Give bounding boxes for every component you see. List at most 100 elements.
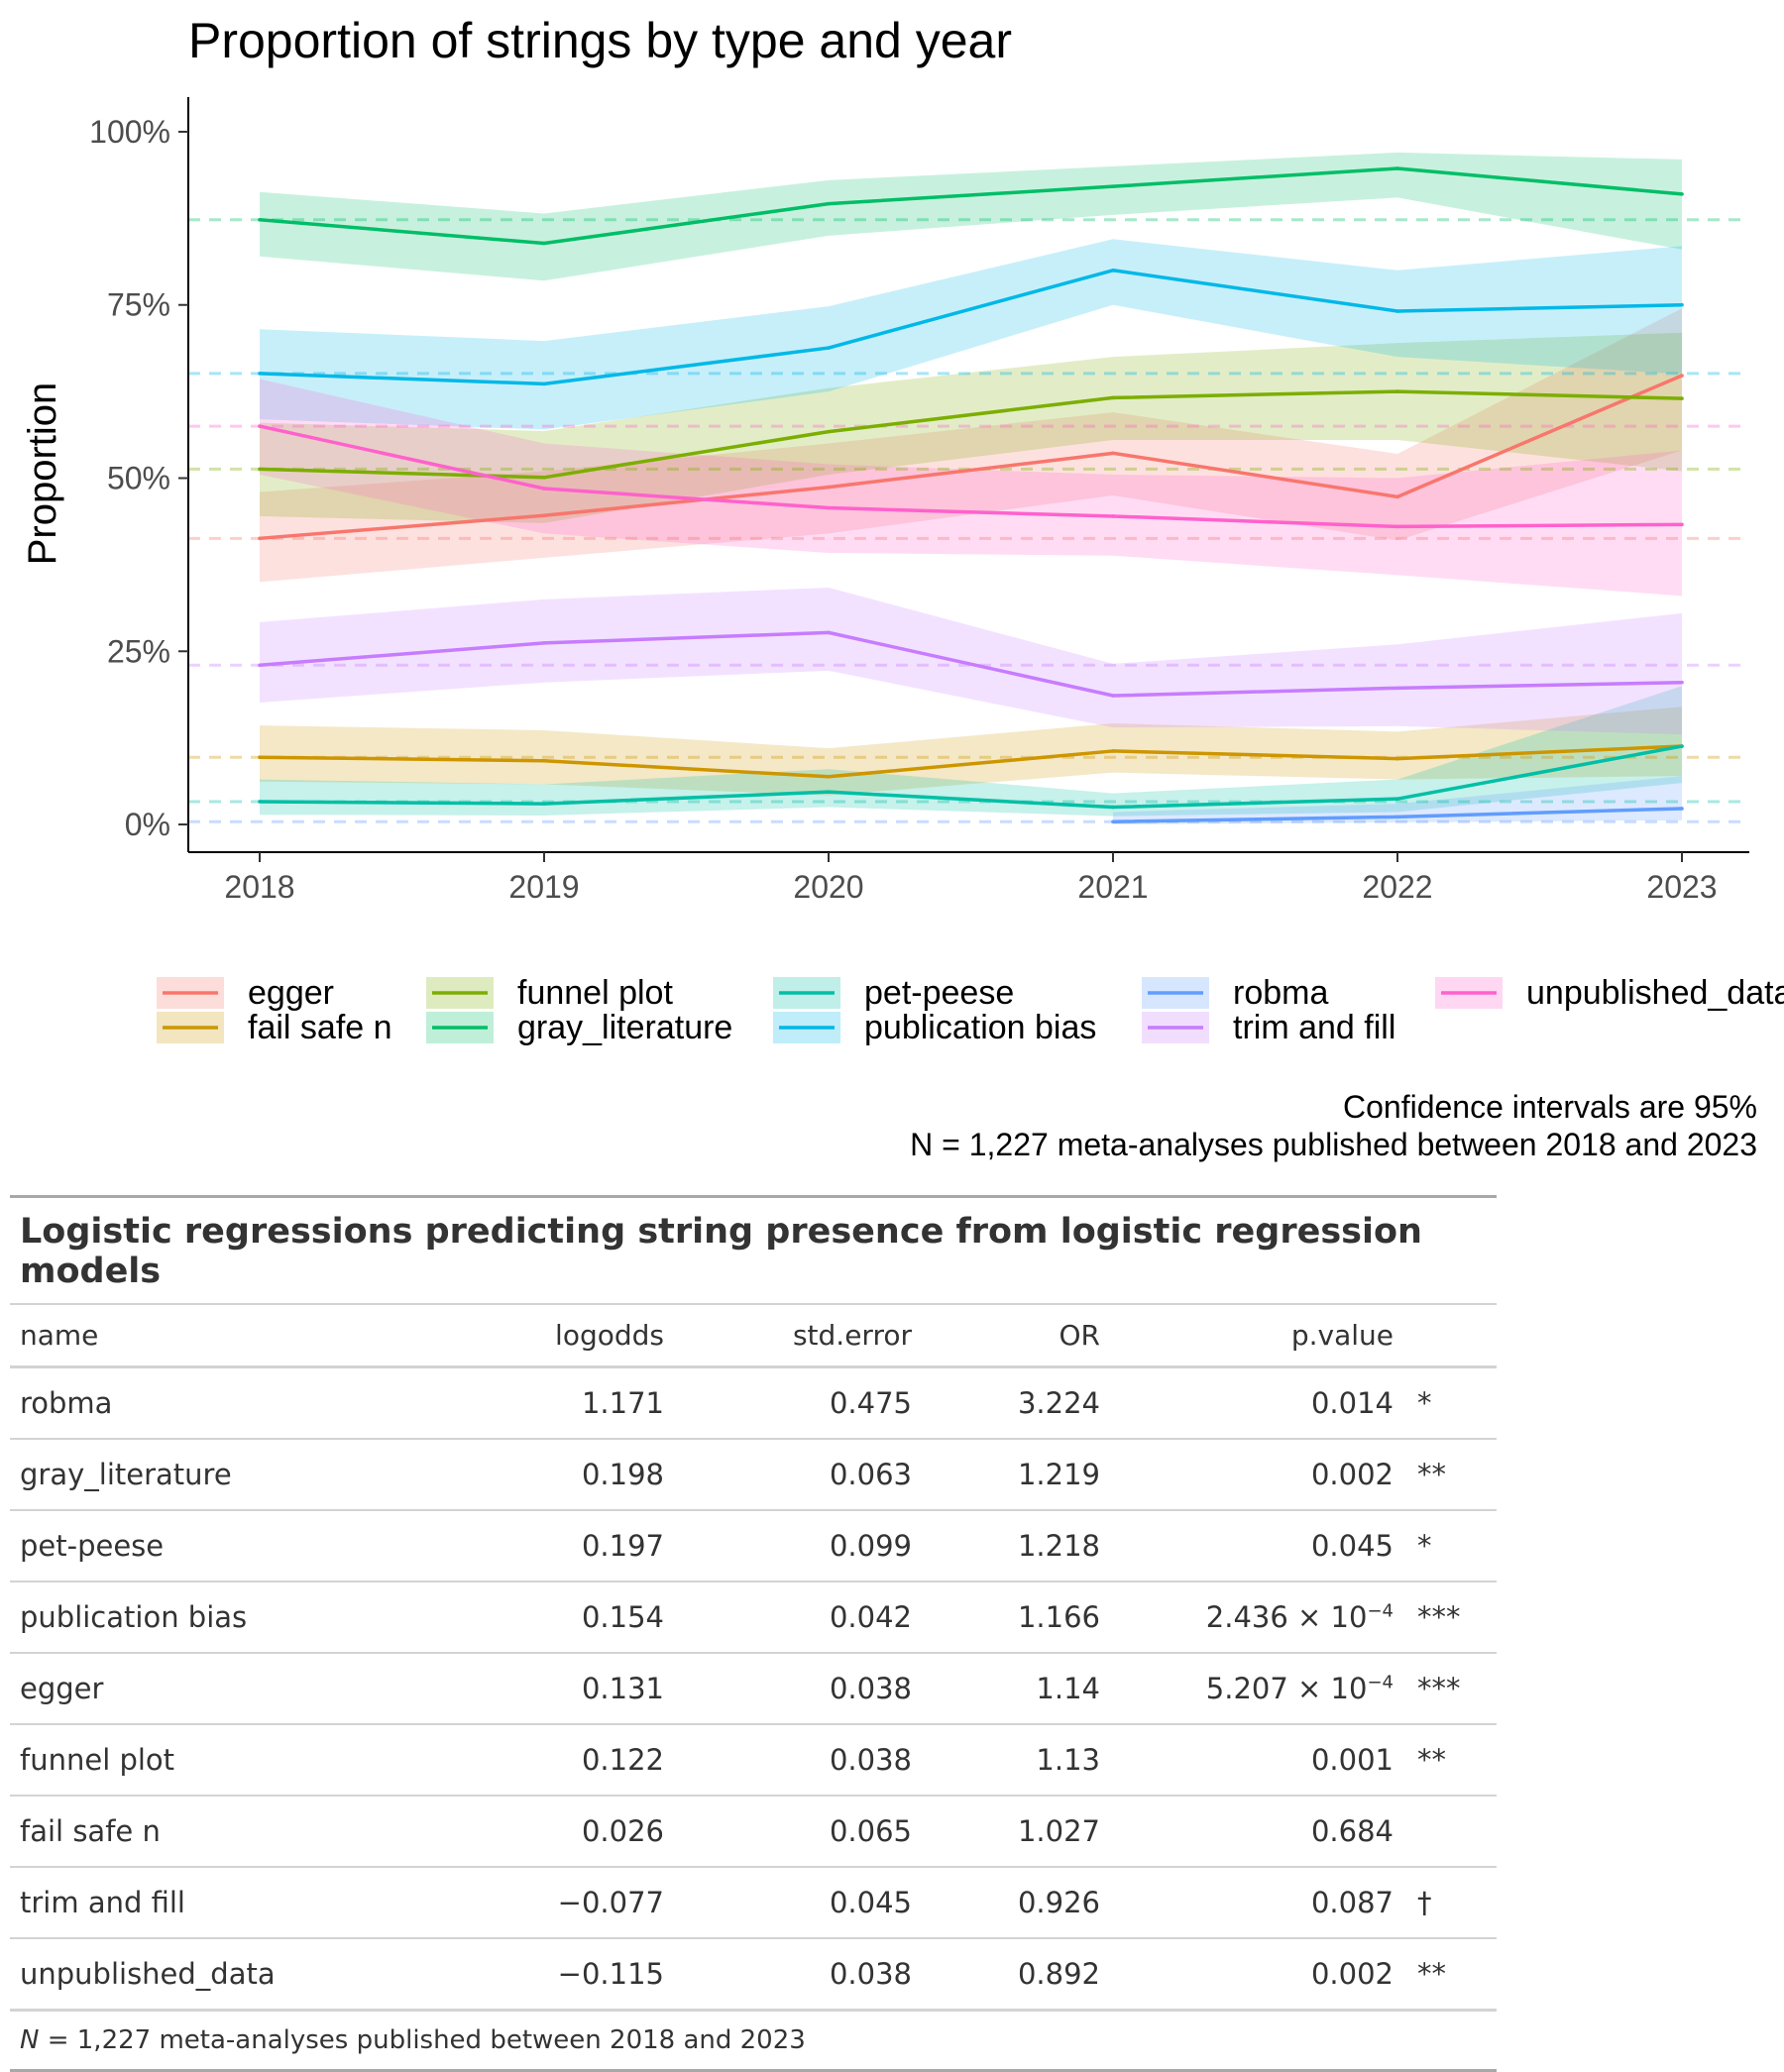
data-point-pet-peese [827,790,831,794]
y-tick-label: 50% [107,460,170,495]
data-point-funnel-plot [1395,389,1399,393]
cell-std-error: 0.475 [674,1366,922,1440]
legend-label-robma: robma [1233,974,1328,1012]
data-point-funnel-plot [258,467,262,472]
cell-name: unpublished_data [10,1938,357,2012]
table-row: fail safe n 0.026 0.065 1.027 0.684 [10,1796,1497,1868]
cell-significance: *** [1403,1653,1497,1725]
chart: Proportion of strings by type and year P… [21,13,1784,1046]
cell-or: 1.166 [922,1581,1110,1654]
series-line-publication-bias [259,269,1683,386]
cell-or: 1.14 [922,1653,1110,1725]
data-point-publication-bias [258,372,262,376]
cell-name: robma [10,1366,357,1440]
data-point-fail-safe-n [258,755,262,760]
series-line-fail-safe-n [259,744,1683,779]
data-point-trim-and-fill [1395,686,1399,691]
series-line-gray-literature [259,166,1683,246]
data-point-fail-safe-n [1111,749,1115,753]
cell-p-value: 2.436 × 10−4 [1110,1581,1403,1654]
cell-or: 1.218 [922,1510,1110,1582]
regression-table: Logistic regressions predicting string p… [10,1195,1497,2072]
cell-name: gray_literature [10,1439,357,1511]
footnote-n: N [20,2025,40,2055]
cell-std-error: 0.042 [674,1581,922,1654]
p-value-text: 0.001 [1310,1743,1394,1777]
table-row: trim and fill −0.077 0.045 0.926 0.087 † [10,1867,1497,1939]
ci-band-publication-bias [260,239,1682,430]
data-point-pet-peese [1111,805,1115,810]
ci-band-unpublished-data [260,379,1682,597]
cell-name: trim and fill [10,1867,357,1939]
table-row: robma 1.171 0.475 3.224 0.014 * [10,1366,1497,1440]
data-point-robma [1111,819,1115,824]
p-value-text: 0.684 [1310,1814,1394,1848]
col-header-std-error: std.error [674,1303,922,1368]
data-point-funnel-plot [827,429,831,434]
x-tick-label: 2019 [508,869,579,905]
data-point-pet-peese [1680,744,1684,748]
col-header-sig [1403,1303,1497,1368]
axes: 0% 25% 50% 75% 100% 2018 2019 2020 2021 2022 2023 [89,97,1749,905]
data-point-pet-peese [1395,797,1399,801]
ci-band-gray-literature [260,152,1682,281]
data-point-publication-bias [1680,302,1684,307]
data-point-publication-bias [827,346,831,350]
x-tick-label: 2022 [1362,869,1432,905]
table-row: gray_literature 0.198 0.063 1.219 0.002 ** [10,1439,1497,1511]
data-point-publication-bias [1111,268,1115,273]
table-row: egger 0.131 0.038 1.14 5.207 × 10−4 *** [10,1653,1497,1725]
data-point-unpublished-data [1680,522,1684,527]
p-value-text: 0.045 [1310,1529,1394,1563]
col-header-p-value: p.value [1110,1303,1403,1368]
data-point-pet-peese [542,802,546,806]
cell-std-error: 0.038 [674,1724,922,1797]
data-point-gray-literature [542,241,546,246]
cell-significance: ** [1403,1439,1497,1511]
legend-label-unpublished-data: unpublished_data [1526,974,1784,1012]
legend-label-funnel-plot: funnel plot [517,974,673,1012]
series-line-trim-and-fill [259,630,1683,698]
data-point-egger [542,513,546,518]
cell-p-value: 0.001 [1110,1724,1403,1797]
cell-p-value: 0.045 [1110,1510,1403,1582]
cell-name: pet-peese [10,1510,357,1582]
legend-label-egger: egger [248,974,334,1012]
data-point-gray-literature [827,201,831,206]
cell-p-value: 0.002 [1110,1938,1403,2012]
cell-std-error: 0.065 [674,1796,922,1868]
series-line-funnel-plot [259,389,1683,480]
data-point-unpublished-data [827,505,831,510]
cell-logodds: 0.154 [357,1581,674,1654]
cell-std-error: 0.099 [674,1510,922,1582]
chart-caption: Confidence intervals are 95% N = 1,227 m… [910,1088,1757,1163]
col-header-or: OR [922,1303,1110,1368]
y-tick-label: 75% [107,287,170,323]
data-point-fail-safe-n [1395,756,1399,761]
data-point-egger [1395,494,1399,499]
cell-logodds: 1.171 [357,1366,674,1440]
footnote-text: = 1,227 meta-analyses published between … [39,2025,806,2055]
p-value-text: 0.014 [1310,1386,1394,1420]
p-value-exponent: −4 [1367,1600,1394,1622]
series-line-pet-peese [259,744,1683,810]
cell-std-error: 0.038 [674,1938,922,2012]
cell-p-value: 0.014 [1110,1366,1403,1440]
cell-name: funnel plot [10,1724,357,1797]
cell-significance: ** [1403,1724,1497,1797]
p-value-exponent: −4 [1367,1672,1394,1693]
series-lines [258,166,1684,824]
cell-significance: *** [1403,1581,1497,1654]
table-row: pet-peese 0.197 0.099 1.218 0.045 * [10,1510,1497,1582]
cell-significance: ** [1403,1938,1497,2012]
table-title: Logistic regressions predicting string p… [10,1195,1497,1304]
legend-label-fail-safe-n: fail safe n [248,1009,392,1046]
data-point-gray-literature [1395,166,1399,170]
cell-significance: * [1403,1510,1497,1582]
cell-significance: * [1403,1366,1497,1440]
cell-name: publication bias [10,1581,357,1654]
data-point-unpublished-data [1395,524,1399,529]
cell-logodds: 0.122 [357,1724,674,1797]
cell-logodds: 0.198 [357,1439,674,1511]
ci-band-trim-and-fill [260,587,1682,735]
